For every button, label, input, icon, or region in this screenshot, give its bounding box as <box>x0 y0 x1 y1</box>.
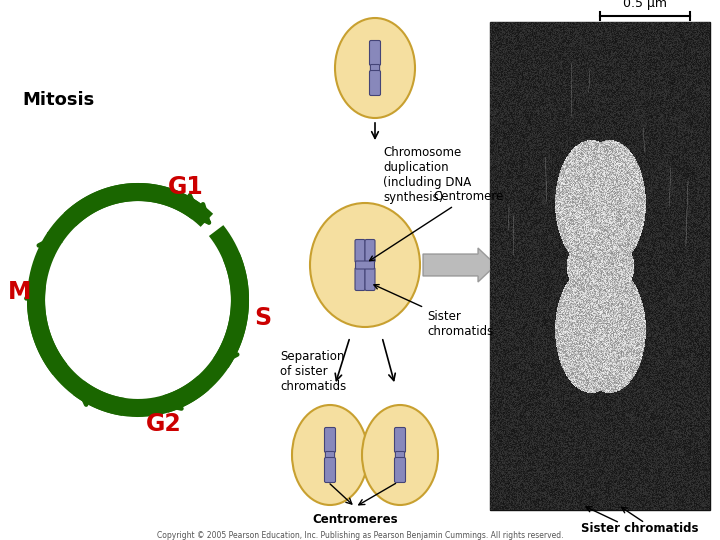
Text: Chromosome
duplication
(including DNA
synthesis): Chromosome duplication (including DNA sy… <box>383 146 472 204</box>
FancyBboxPatch shape <box>365 240 375 262</box>
Text: M: M <box>8 280 32 304</box>
Ellipse shape <box>335 18 415 118</box>
FancyBboxPatch shape <box>370 64 379 71</box>
Bar <box>490 22 710 510</box>
FancyBboxPatch shape <box>395 428 405 453</box>
Ellipse shape <box>292 405 368 505</box>
FancyBboxPatch shape <box>325 457 336 483</box>
FancyBboxPatch shape <box>325 451 335 458</box>
Text: Sister chromatids: Sister chromatids <box>581 522 698 535</box>
FancyBboxPatch shape <box>395 451 405 458</box>
FancyBboxPatch shape <box>369 40 380 65</box>
Text: Centromere: Centromere <box>369 190 503 261</box>
Text: 0.5 µm: 0.5 µm <box>623 0 667 10</box>
FancyBboxPatch shape <box>355 240 365 262</box>
FancyBboxPatch shape <box>325 428 336 453</box>
Text: G1: G1 <box>168 175 204 199</box>
FancyBboxPatch shape <box>395 457 405 483</box>
Text: Copyright © 2005 Pearson Education, Inc. Publishing as Pearson Benjamin Cummings: Copyright © 2005 Pearson Education, Inc.… <box>157 531 563 540</box>
Ellipse shape <box>362 405 438 505</box>
Text: Separation
of sister
chromatids: Separation of sister chromatids <box>280 350 346 393</box>
FancyBboxPatch shape <box>369 71 380 96</box>
FancyArrow shape <box>423 248 496 282</box>
Text: Mitosis: Mitosis <box>22 91 94 109</box>
Text: Sister
chromatids: Sister chromatids <box>374 285 493 338</box>
Text: G2: G2 <box>146 412 181 436</box>
Ellipse shape <box>310 203 420 327</box>
FancyBboxPatch shape <box>356 261 374 269</box>
Text: S: S <box>254 306 271 330</box>
FancyBboxPatch shape <box>355 267 365 291</box>
FancyBboxPatch shape <box>365 267 375 291</box>
Text: Centromeres: Centromeres <box>312 513 398 526</box>
